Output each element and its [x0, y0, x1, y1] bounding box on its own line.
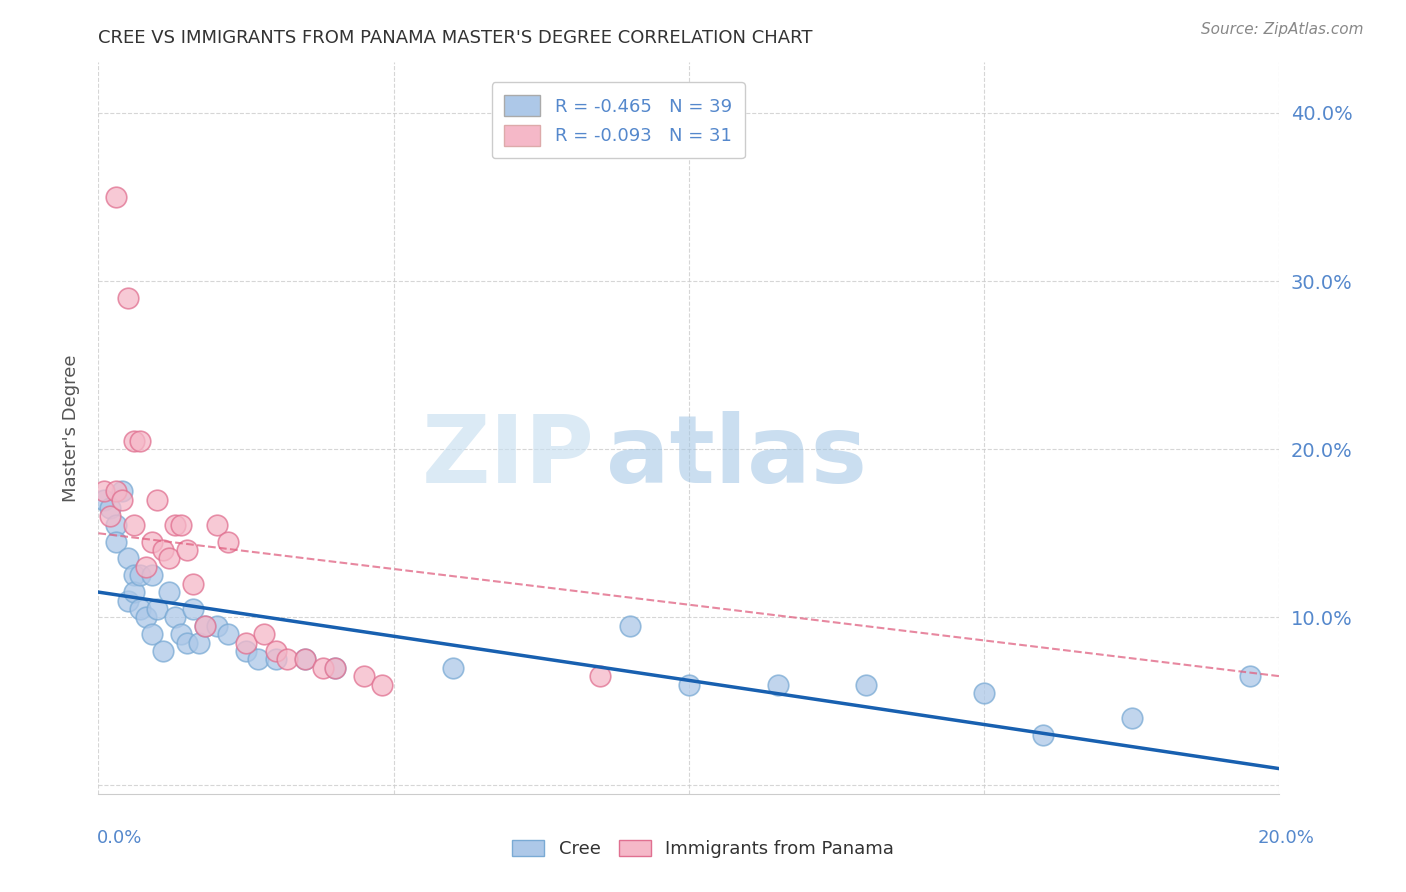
Point: [176, 543, 198, 558]
Point: [973, 686, 995, 700]
Point: [246, 652, 269, 666]
Point: [93, 484, 115, 499]
Point: [217, 534, 239, 549]
Point: [98, 501, 121, 516]
Point: [105, 484, 128, 499]
Point: [253, 627, 276, 641]
Point: [205, 618, 228, 632]
Point: [111, 492, 134, 507]
Point: [589, 669, 612, 683]
Point: [128, 602, 150, 616]
Point: [323, 661, 346, 675]
Text: 0.0%: 0.0%: [97, 829, 142, 847]
Point: [235, 644, 257, 658]
Point: [1032, 728, 1054, 742]
Point: [619, 618, 641, 632]
Point: [141, 534, 163, 549]
Point: [105, 534, 128, 549]
Point: [441, 661, 464, 675]
Point: [181, 602, 204, 616]
Text: 20.0%: 20.0%: [1258, 829, 1315, 847]
Point: [1121, 711, 1143, 725]
Point: [146, 602, 169, 616]
Point: [294, 652, 316, 666]
Point: [205, 517, 228, 532]
Legend: R = -0.465   N = 39, R = -0.093   N = 31: R = -0.465 N = 39, R = -0.093 N = 31: [492, 82, 745, 159]
Point: [187, 635, 209, 649]
Text: ZIP: ZIP: [422, 411, 595, 503]
Point: [170, 517, 193, 532]
Point: [176, 635, 198, 649]
Point: [122, 585, 145, 599]
Point: [217, 627, 239, 641]
Text: CREE VS IMMIGRANTS FROM PANAMA MASTER'S DEGREE CORRELATION CHART: CREE VS IMMIGRANTS FROM PANAMA MASTER'S …: [98, 29, 813, 47]
Legend: Cree, Immigrants from Panama: Cree, Immigrants from Panama: [505, 832, 901, 865]
Point: [678, 677, 700, 691]
Point: [157, 551, 180, 566]
Point: [157, 585, 180, 599]
Point: [146, 492, 169, 507]
Point: [122, 517, 145, 532]
Point: [105, 190, 128, 204]
Point: [855, 677, 877, 691]
Point: [371, 677, 394, 691]
Point: [276, 652, 298, 666]
Point: [141, 568, 163, 582]
Point: [165, 517, 187, 532]
Point: [264, 644, 287, 658]
Text: atlas: atlas: [606, 411, 868, 503]
Point: [128, 434, 150, 448]
Point: [105, 517, 128, 532]
Point: [181, 576, 204, 591]
Point: [135, 560, 157, 574]
Point: [294, 652, 316, 666]
Point: [117, 593, 139, 607]
Point: [194, 618, 217, 632]
Point: [165, 610, 187, 624]
Y-axis label: Master's Degree: Master's Degree: [62, 354, 80, 502]
Point: [766, 677, 789, 691]
Point: [98, 509, 121, 524]
Point: [122, 434, 145, 448]
Point: [170, 627, 193, 641]
Point: [353, 669, 375, 683]
Point: [152, 543, 174, 558]
Point: [128, 568, 150, 582]
Point: [152, 644, 174, 658]
Point: [117, 551, 139, 566]
Point: [312, 661, 335, 675]
Point: [264, 652, 287, 666]
Point: [111, 484, 134, 499]
Point: [235, 635, 257, 649]
Point: [93, 492, 115, 507]
Point: [117, 291, 139, 305]
Point: [122, 568, 145, 582]
Point: [135, 610, 157, 624]
Point: [141, 627, 163, 641]
Point: [1239, 669, 1261, 683]
Text: Source: ZipAtlas.com: Source: ZipAtlas.com: [1201, 22, 1364, 37]
Point: [194, 618, 217, 632]
Point: [323, 661, 346, 675]
